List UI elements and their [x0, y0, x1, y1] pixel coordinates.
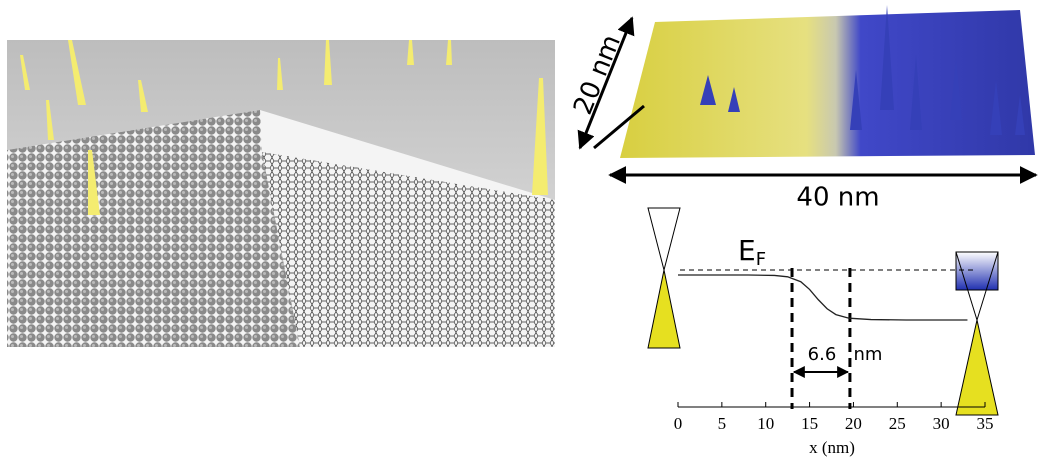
x-tick-label: 35 — [977, 414, 994, 433]
render-3d — [7, 40, 555, 347]
cones — [648, 208, 998, 415]
fermi-label: EF — [738, 234, 766, 270]
fermi-label-main: E — [738, 234, 756, 267]
width-label: 40 nm — [796, 183, 879, 213]
x-tick-label: 25 — [889, 414, 906, 433]
width-unit: nm — [854, 344, 883, 365]
figure: 20 nm 40 nm EF 6.6 nm x (nm) 0 5 10 15 20 25 3… — [0, 0, 1041, 459]
x-tick-label: 5 — [718, 414, 727, 433]
width-value: 6.6 — [808, 344, 837, 365]
profile-line — [678, 275, 967, 320]
x-tick-label: 10 — [757, 414, 774, 433]
x-tick-label: 20 — [845, 414, 862, 433]
stm-map — [620, 5, 1035, 158]
surface — [620, 10, 1035, 158]
fermi-label-sub: F — [756, 249, 766, 270]
x-tick-label: 0 — [674, 414, 683, 433]
x-tick-label: 15 — [801, 414, 818, 433]
substrate-steps — [7, 110, 300, 347]
height-label: 20 nm — [568, 31, 627, 119]
x-axis-label: x (nm) — [809, 438, 855, 457]
x-tick-label: 30 — [933, 414, 950, 433]
